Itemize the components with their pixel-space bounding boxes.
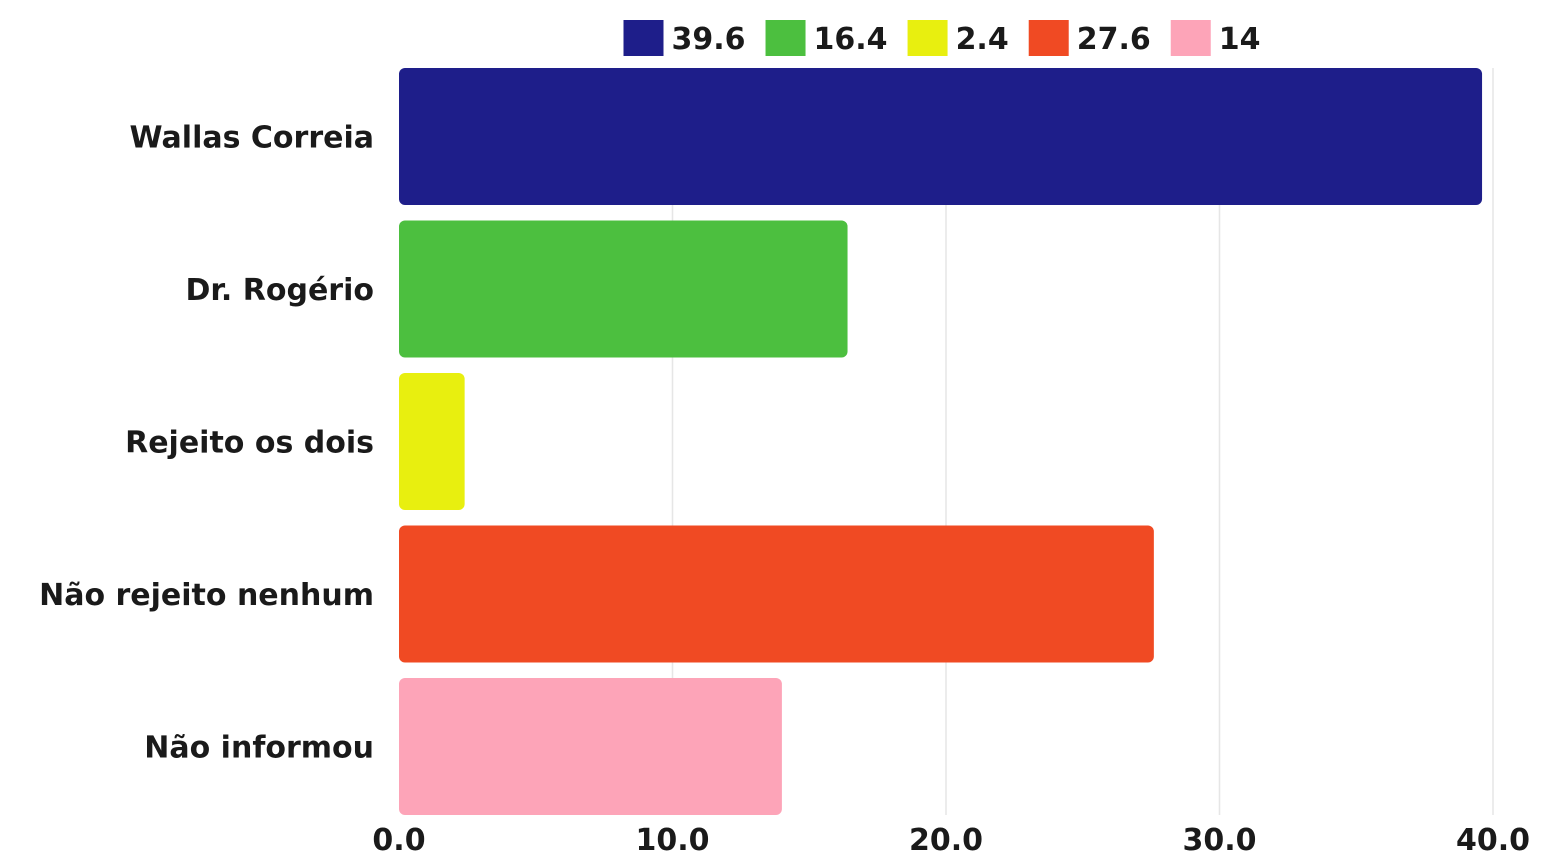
legend-swatch-16-4 <box>765 20 806 56</box>
legend: 39.6 16.4 2.4 27.6 14 <box>623 20 1261 57</box>
category-label-dr-rogerio: Dr. Rogério <box>186 273 374 308</box>
bar-wallas-correia <box>399 68 1483 205</box>
x-tick-label: 0.0 <box>372 823 425 855</box>
bars <box>399 68 1483 815</box>
category-label-nao-informou: Não informou <box>144 731 374 766</box>
legend-label: 16.4 <box>814 22 888 57</box>
x-tick-label: 10.0 <box>635 823 709 855</box>
legend-swatch-2-4 <box>907 20 948 56</box>
legend-label: 39.6 <box>672 22 746 57</box>
x-tick-label: 40.0 <box>1456 823 1530 855</box>
x-tick-label: 30.0 <box>1182 823 1256 855</box>
legend-swatch-14 <box>1170 20 1211 56</box>
bar-dr-rogerio <box>399 220 848 358</box>
category-label-wallas-correia: Wallas Correia <box>130 121 374 156</box>
legend-swatch-39-6 <box>623 20 664 56</box>
category-label-nao-rejeito-nenhum: Não rejeito nenhum <box>39 578 374 613</box>
x-tick-label: 20.0 <box>909 823 983 855</box>
legend-label: 14 <box>1219 22 1261 57</box>
legend-label: 27.6 <box>1077 22 1151 57</box>
legend-swatch-27-6 <box>1028 20 1069 56</box>
category-label-rejeito-os-dois: Rejeito os dois <box>125 426 374 461</box>
bar-nao-informou <box>399 678 782 815</box>
bar-rejeito-os-dois <box>399 373 465 510</box>
category-labels: Wallas Correia Dr. Rogério Rejeito os dois… <box>39 121 374 766</box>
bar-nao-rejeito-nenhum <box>399 525 1154 663</box>
x-axis-ticks: 0.0 10.0 20.0 30.0 40.0 <box>372 823 1530 855</box>
legend-label: 2.4 <box>956 22 1009 57</box>
